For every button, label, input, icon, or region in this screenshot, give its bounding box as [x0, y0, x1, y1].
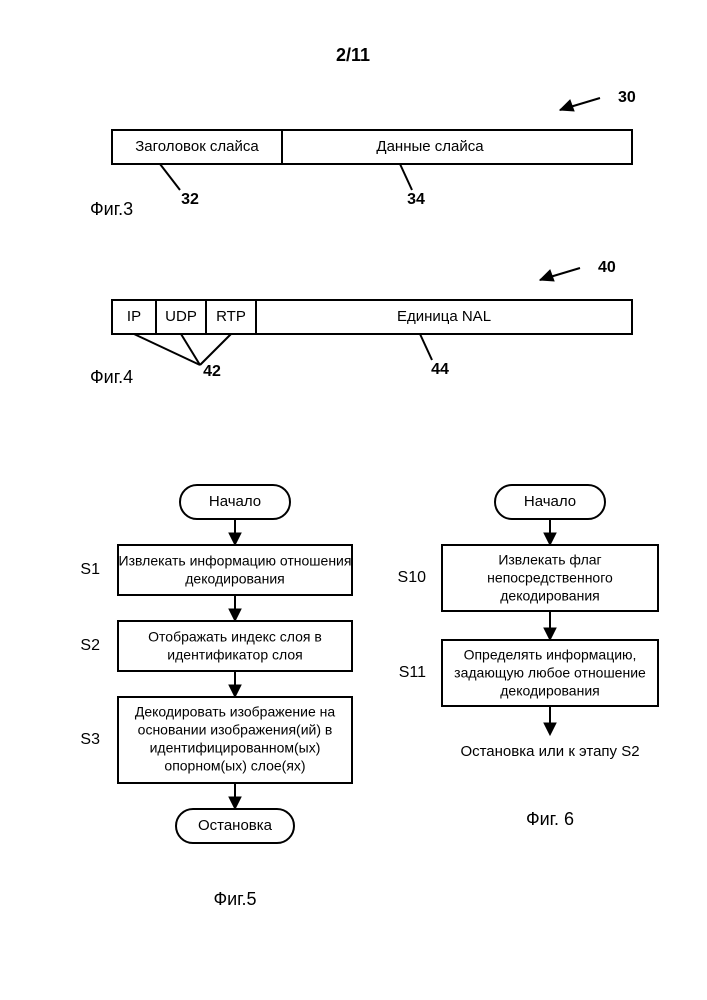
- fig3-seg-1-label: Данные слайса: [376, 138, 484, 155]
- fig5-s3-line0: Декодировать изображение на: [135, 704, 336, 720]
- fig5-s3-tag: S3: [80, 731, 100, 748]
- fig6-end-text: Остановка или к этапу S2: [460, 743, 639, 760]
- fig3-caption: Фиг.3: [90, 199, 133, 219]
- fig5-stop-label: Остановка: [198, 817, 273, 834]
- fig3-ref-label: 30: [618, 89, 636, 106]
- fig5-s1-line0: Извлекать информацию отношения: [119, 553, 352, 569]
- fig5-s3-line3: опорном(ых) слое(ях): [164, 758, 305, 774]
- fig6-start-label: Начало: [524, 493, 576, 510]
- fig3-seg-1-ref: 34: [407, 191, 425, 208]
- fig6-s11-line1: задающую любое отношение: [454, 665, 646, 681]
- fig5-s2-line1: идентификатор слоя: [167, 647, 302, 663]
- fig3-ref-32: 32: [160, 164, 199, 208]
- fig6-s11-line0: Определять информацию,: [464, 647, 637, 663]
- fig6-s10-line0: Извлекать флаг: [498, 552, 601, 568]
- fig4-seg-2-label: RTP: [216, 308, 246, 325]
- fig3-seg-0-label: Заголовок слайса: [135, 138, 259, 155]
- fig5-s3-line2: идентифицированном(ых): [150, 740, 321, 756]
- fig5-s3-line1: основании изображения(ий) в: [138, 722, 333, 738]
- fig6-s11-tag: S11: [399, 664, 426, 681]
- fig3-bar: Заголовок слайса Данные слайса: [112, 130, 632, 164]
- fig4-seg-1-label: UDP: [165, 308, 197, 325]
- page-number: 2/11: [336, 45, 370, 65]
- fig4-seg-0-label: IP: [127, 308, 141, 325]
- fig6: Начало Извлекать флаг непосредственного …: [398, 485, 658, 829]
- fig4-caption: Фиг.4: [90, 367, 133, 387]
- fig3-ref-arrow: 30: [560, 89, 636, 111]
- fig5-start-label: Начало: [209, 493, 261, 510]
- fig6-caption: Фиг. 6: [526, 809, 574, 829]
- fig5-s1-line1: декодирования: [185, 571, 284, 587]
- fig5-caption: Фиг.5: [213, 889, 256, 909]
- fig4-bar: IP UDP RTP Единица NAL: [112, 300, 632, 334]
- fig3-seg-0-ref: 32: [181, 191, 199, 208]
- fig4-seg-3-ref: 44: [431, 361, 449, 378]
- fig4-group-ref: 42: [203, 363, 221, 380]
- fig4-ref-44: 44: [420, 334, 449, 378]
- fig6-s10-line2: декодирования: [500, 588, 599, 604]
- fig4-ref-arrow: 40: [540, 259, 616, 281]
- fig5: Начало Извлекать информацию отношения де…: [80, 485, 352, 909]
- fig3-ref-34: 34: [400, 164, 425, 208]
- fig5-s1-tag: S1: [80, 561, 100, 578]
- fig6-s11-line2: декодирования: [500, 683, 599, 699]
- fig4-ref-42: 42: [134, 334, 231, 380]
- fig4-seg-3-label: Единица NAL: [397, 308, 491, 325]
- fig6-s10-tag: S10: [398, 569, 427, 586]
- fig6-s10-line1: непосредственного: [487, 570, 613, 586]
- fig4-ref-label: 40: [598, 259, 616, 276]
- fig5-s2-line0: Отображать индекс слоя в: [148, 629, 322, 645]
- fig5-s2-tag: S2: [80, 637, 100, 654]
